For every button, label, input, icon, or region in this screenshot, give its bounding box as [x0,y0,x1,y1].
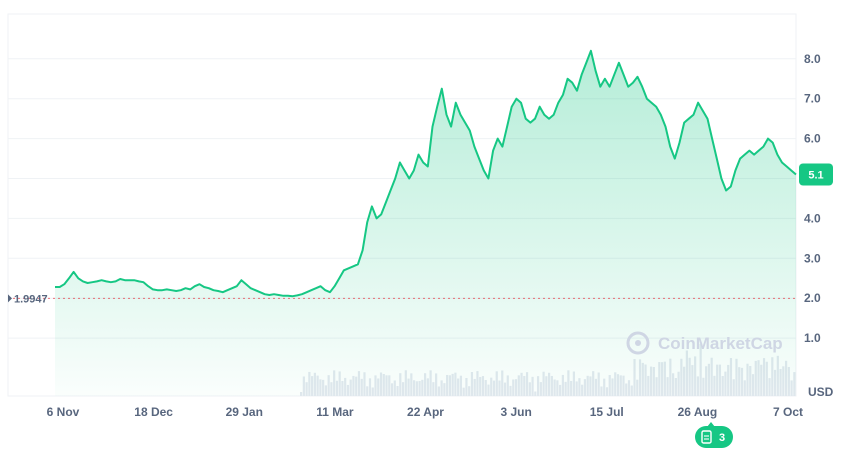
x-tick-label: 3 Jun [500,405,531,419]
current-price-badge-bg [799,163,833,186]
x-tick-label: 22 Apr [407,405,444,419]
y-tick-label: 3.0 [804,251,821,265]
x-tick-label: 26 Aug [678,405,718,419]
events-count: 3 [719,432,725,444]
price-area-layer [55,49,797,397]
document-icon [701,430,712,444]
currency-label: USD [808,385,834,399]
watermark-text: CoinMarketCap [658,334,783,353]
current-price-badge: 5.1 [799,163,833,186]
y-tick-label: 1.0 [804,331,821,345]
current-price-value: 5.1 [808,170,823,182]
x-tick-label: 7 Oct [773,405,803,419]
x-tick-label: 29 Jan [226,405,263,419]
watermark: CoinMarketCap [626,331,783,355]
events-badge-bg[interactable] [695,426,733,448]
y-axis-ticks: 1.02.03.04.05.06.07.08.0 [804,52,821,345]
reference-line-label: 1.9947 [14,293,48,305]
x-tick-label: 6 Nov [47,405,80,419]
x-axis-ticks: 6 Nov 18 Dec 29 Jan 11 Mar 22 Apr 3 Jun 15 Jul… [47,405,803,419]
y-tick-label: 7.0 [804,92,821,106]
price-line [55,49,797,298]
reference-line-layer: 1.9947 [8,293,796,305]
y-tick-label: 8.0 [804,52,821,66]
y-tick-label: 4.0 [804,211,821,225]
x-tick-label: 15 Jul [590,405,624,419]
x-tick-label: 18 Dec [134,405,173,419]
y-tick-label: 6.0 [804,132,821,146]
coinmarketcap-logo-icon [626,331,650,355]
x-tick-label: 11 Mar [316,405,354,419]
price-area [55,50,796,397]
y-tick-label: 2.0 [804,291,821,305]
reference-marker-icon [8,294,12,303]
events-badge[interactable]: 3 [695,422,733,448]
